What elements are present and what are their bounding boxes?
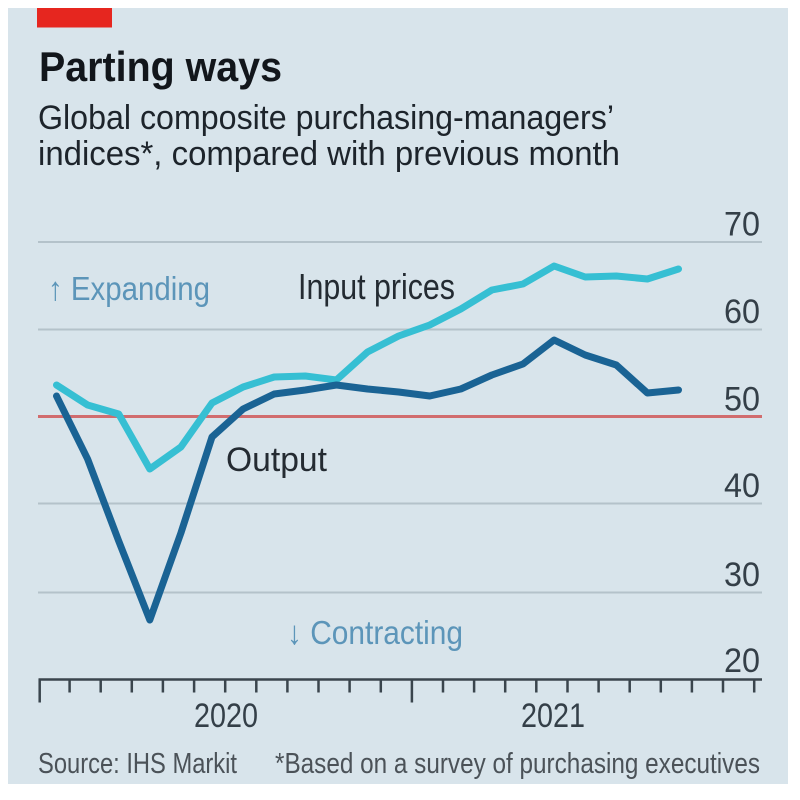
- svg-text:Parting ways: Parting ways: [39, 43, 282, 90]
- svg-text:40: 40: [724, 467, 760, 505]
- svg-text:Global composite purchasing-ma: Global composite purchasing-managers’: [38, 99, 614, 137]
- svg-text:2021: 2021: [521, 697, 585, 735]
- svg-text:60: 60: [724, 293, 760, 331]
- svg-text:↑ Expanding: ↑ Expanding: [48, 270, 210, 307]
- svg-text:Output: Output: [226, 441, 328, 479]
- svg-text:50: 50: [724, 381, 760, 419]
- svg-text:Source: IHS Markit: Source: IHS Markit: [38, 748, 237, 780]
- svg-text:30: 30: [724, 556, 760, 594]
- svg-text:Input prices: Input prices: [298, 266, 455, 307]
- svg-text:2020: 2020: [194, 697, 258, 735]
- svg-text:↓ Contracting: ↓ Contracting: [287, 614, 463, 651]
- svg-text:20: 20: [724, 642, 760, 680]
- svg-text:70: 70: [724, 206, 760, 244]
- svg-text:*Based on a survey of purchasi: *Based on a survey of purchasing executi…: [275, 748, 760, 780]
- svg-text:indices*, compared with previo: indices*, compared with previous month: [38, 135, 620, 173]
